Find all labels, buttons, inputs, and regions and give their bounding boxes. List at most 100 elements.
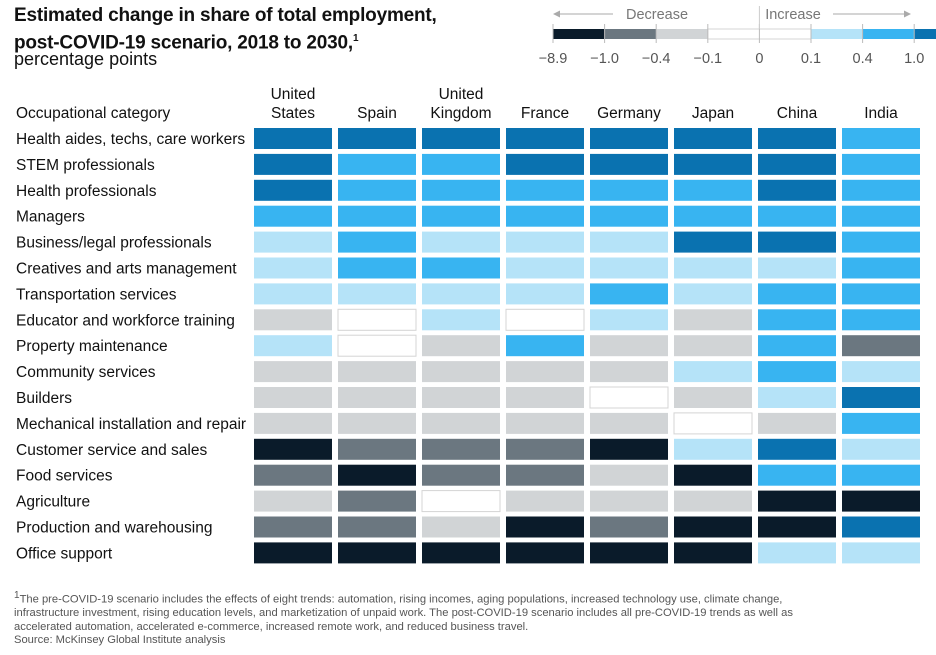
heatmap-cell [506, 412, 584, 434]
legend-swatch-2 [604, 29, 657, 39]
heatmap-cell [590, 128, 668, 149]
heatmap-cell [674, 438, 752, 460]
heatmap-cell [337, 334, 417, 357]
heatmap-cell [422, 387, 500, 408]
heatmap-cell [842, 153, 920, 175]
heatmap-cell [254, 464, 332, 486]
heatmap-cell [842, 309, 920, 331]
heatmap-cell [254, 309, 332, 331]
heatmap-cell [758, 438, 836, 460]
legend-swatch-6 [811, 29, 863, 39]
heatmap-cell [842, 361, 920, 383]
heatmap-cell [506, 542, 584, 564]
heatmap-chart: Occupational category United States Spain Un… [16, 86, 920, 564]
increase-arrowhead-icon [904, 10, 911, 18]
legend-tick-label: −0.1 [693, 51, 722, 67]
heatmap-cell [674, 387, 752, 408]
heatmap-cell [506, 387, 584, 408]
chart-title: Estimated change in share of total emplo… [14, 4, 437, 54]
row-label: Creatives and arts management [16, 261, 237, 278]
heatmap-cell [674, 309, 752, 331]
heatmap-cell [758, 490, 836, 512]
heatmap-cell [506, 153, 584, 175]
row-label: Production and warehousing [16, 520, 212, 537]
heatmap-cell [254, 387, 332, 408]
heatmap-cell [673, 412, 753, 435]
row-label: Customer service and sales [16, 442, 207, 459]
heatmap-cell [590, 205, 668, 227]
heatmap-cell [758, 516, 836, 538]
row-label: Agriculture [16, 494, 90, 511]
heatmap-cell [421, 490, 501, 513]
legend-increase-label: Increase [765, 7, 821, 23]
legend-swatch-1 [553, 29, 605, 39]
heatmap-cell [590, 464, 668, 486]
heatmap-cell [422, 309, 500, 331]
legend-tick-label: −8.9 [539, 51, 568, 67]
heatmap-cell [758, 153, 836, 175]
heatmap-cell [422, 205, 500, 227]
heatmap-cell [422, 128, 500, 149]
heatmap-cell [842, 283, 920, 305]
title-footnote-marker: 1 [352, 33, 359, 44]
heatmap-cell [422, 335, 500, 357]
heatmap-cell [338, 283, 416, 305]
column-header-line-1: United [271, 86, 316, 103]
heatmap-cell [506, 490, 584, 512]
heatmap-cell [758, 205, 836, 227]
legend-tick-label: −1.0 [590, 51, 619, 67]
heatmap-cell [254, 516, 332, 538]
title-line-2: post-COVID-19 scenario, 2018 to 2030, [14, 32, 353, 54]
heatmap-cell [338, 179, 416, 201]
column-header-line-1: United [439, 86, 484, 103]
heatmap-cell [590, 231, 668, 253]
heatmap-cell [590, 412, 668, 434]
heatmap-cell [254, 283, 332, 305]
heatmap-cell [254, 179, 332, 201]
heatmap-cell [842, 516, 920, 538]
heatmap-cell [254, 361, 332, 383]
column-header-label: France [521, 105, 569, 122]
heatmap-cell [422, 464, 500, 486]
heatmap-cell [506, 283, 584, 305]
heatmap-cell [422, 361, 500, 383]
heatmap-cell [758, 335, 836, 357]
heatmap-cell [505, 308, 585, 331]
color-legend: −8.9−1.0−0.4−0.100.10.41.02.7DecreaseInc… [539, 6, 936, 67]
heatmap-cell [506, 464, 584, 486]
heatmap-cell [506, 438, 584, 460]
legend-swatch-8 [914, 29, 936, 39]
heatmap-cell [674, 464, 752, 486]
heatmap-cell [422, 153, 500, 175]
heatmap-cell [674, 542, 752, 564]
heatmap-cell [590, 257, 668, 279]
heatmap-cell [338, 387, 416, 408]
row-label: Business/legal professionals [16, 235, 212, 252]
heatmap-cell [422, 257, 500, 279]
heatmap-cell [254, 257, 332, 279]
heatmap-cell [338, 438, 416, 460]
heatmap-cell [506, 179, 584, 201]
row-label: Builders [16, 390, 72, 407]
row-label: Educator and workforce training [16, 312, 235, 329]
heatmap-cell [338, 361, 416, 383]
heatmap-cell [674, 335, 752, 357]
heatmap-cell [674, 231, 752, 253]
heatmap-cell [590, 542, 668, 564]
footnote-line-1: 1The pre-COVID-19 scenario includes the … [14, 590, 783, 606]
heatmap-cell [674, 283, 752, 305]
row-label: Community services [16, 364, 156, 381]
column-header-label: States [271, 105, 315, 122]
heatmap-cell [254, 490, 332, 512]
column-header-label: India [864, 105, 898, 122]
heatmap-cell [506, 205, 584, 227]
heatmap-cell [506, 231, 584, 253]
heatmap-cell [842, 542, 920, 564]
legend-swatch-4 [707, 29, 760, 39]
heatmap-cell [506, 516, 584, 538]
heatmap-cell [254, 205, 332, 227]
heatmap-cell [254, 542, 332, 564]
heatmap-cell [842, 179, 920, 201]
heatmap-cell [254, 335, 332, 357]
row-label: Health professionals [16, 183, 157, 200]
